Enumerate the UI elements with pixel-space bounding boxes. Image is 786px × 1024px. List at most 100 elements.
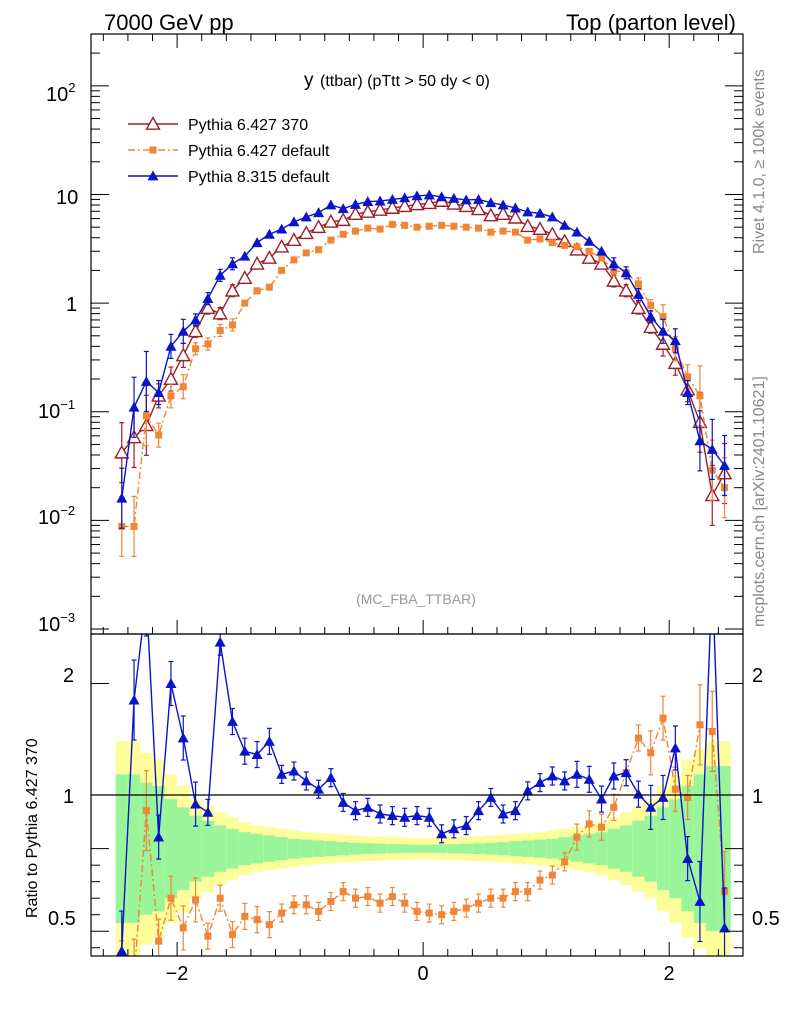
main-series-2-line [121,194,726,499]
main-series-2-point [473,193,485,204]
main-series-1-point [216,326,224,334]
ratio-series-1-point [436,828,448,839]
ratio-band-green [263,835,276,862]
ratio-series-0-point [179,924,187,932]
ratio-series-0-point [327,898,335,906]
ratio-series-0-point [696,721,704,729]
main-series-1-point [647,302,655,310]
ratio-band-green [607,828,620,869]
ratio-band-green [509,841,522,857]
main-series-2-point [534,207,546,218]
ratio-series-0-point [228,931,236,939]
main-series-2-point [239,250,251,261]
ratio-series-0-point [376,899,384,907]
main-series-1-point [413,223,421,231]
ratio-series-0-point [388,893,396,901]
legend-label-py6-370: Pythia 6.427 370 [188,117,308,134]
main-series-0-point [335,212,351,227]
ratio-band-green [312,840,325,857]
ratio-series-1-point [165,678,177,688]
mcplots-label: mcplots.cern.ch [arXiv:2401.10621] [751,376,768,627]
ratio-series-1-point [214,636,226,647]
main-series-1-point [130,522,138,530]
main-series-0-point [520,218,536,233]
main-series-1-point [634,280,642,288]
ratio-ylabel: Ratio to Pythia 6.427 370 [24,738,41,918]
ytick-label-1e-1: 10−1 [38,397,75,423]
main-series-1-point [155,431,163,439]
main-series-2-point [288,216,300,227]
main-series-0-point [212,305,228,320]
ratio-band-green [324,841,338,857]
ratio-series-0-point [265,921,273,929]
main-series-0-point [618,282,634,297]
ratio-band-green [706,766,719,932]
ratio-series-1-point [522,785,534,796]
main-series-2-point [583,235,595,246]
xtick-label-m2: −2 [166,963,189,985]
main-series-1-point [388,220,396,228]
ratio-series-0-point [155,937,163,945]
main-series-2-point [571,226,583,237]
ratio-band-green [287,838,301,859]
ratio-band-green [435,844,448,853]
main-series-2-point [509,202,521,213]
main-series-2-point [423,189,435,200]
ratio-band-green [669,799,682,899]
legend-marker-2 [147,170,159,181]
ratio-series-0-point [536,876,544,884]
main-series-2-point [657,325,669,336]
ratio-ytick-05-left: 0.5 [48,908,76,930]
main-series-2-point [399,192,411,203]
ratio-series-0-point [302,901,310,909]
main-series-2-point [559,219,571,230]
main-series-0-point [347,206,364,220]
ratio-series-1-point [300,775,312,786]
ratio-series-0-point [684,793,692,801]
ratio-series-1-point [239,745,251,756]
ratio-series-1-point [460,820,472,830]
main-series-2-point [596,245,608,256]
main-series-2-point [349,198,361,209]
ratio-series-0-point [253,916,261,924]
main-series-1-point [487,228,495,236]
ratio-series-1-point [497,808,509,819]
main-series-1-point [524,236,532,244]
ratio-band-green [558,837,571,861]
main-series-0-point [507,209,524,224]
ratio-ytick-2-right: 2 [752,665,763,687]
ratio-band-green [238,832,251,866]
ratio-series-0-point [598,823,606,831]
main-series-1-point [475,224,483,232]
legend-marker-1 [149,146,157,154]
main-series-0-point [273,238,290,253]
main-series-2-point [362,196,374,206]
ratio-series-0-point [425,909,433,917]
main-series-2-point [694,435,706,446]
analysis-label: (MC_FBA_TTBAR) [356,591,476,607]
main-series-1-point [327,236,335,244]
main-series-1-point [179,383,187,391]
ratio-series-0-point [634,734,642,742]
ytick-label-1e2: 102 [46,80,75,106]
ratio-band-green [361,843,374,854]
ratio-bands [115,741,731,956]
ratio-band-green [115,774,128,923]
ratio-band-green [472,843,485,854]
ratio-series-0-point [131,976,138,983]
ratio-band-green [460,843,473,854]
ytick-label-1: 1 [66,294,77,316]
main-series-1-point [659,313,667,321]
ytick-label-10: 10 [56,187,78,209]
main-series-0-point [421,195,437,210]
ratio-band-green [583,833,596,864]
ratio-series-0-point [351,894,359,902]
main-series-0-point [286,232,302,247]
main-series-0-point [384,200,401,214]
ratio-band-green [595,832,608,866]
ratio-series-1-point [362,801,374,812]
ytick-exp-1e-3: −3 [60,610,75,625]
ratio-series-0-point [659,714,667,722]
main-series-1-point [499,227,507,235]
